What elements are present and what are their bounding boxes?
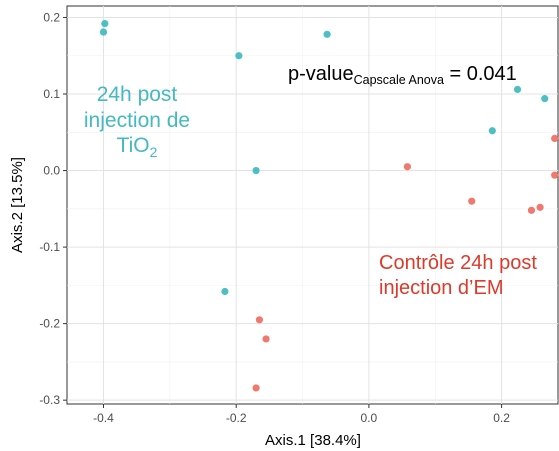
scatter-point xyxy=(252,384,260,392)
scatter-point xyxy=(468,197,476,205)
x-tick-label: -0.2 xyxy=(226,411,247,425)
annotation-tio2-group: 24h post injection de TiO2 xyxy=(72,82,202,161)
annotation-control-line2: injection d’EM xyxy=(379,277,504,299)
x-axis-ticks: -0.4 -0.2 0.0 0.2 xyxy=(93,404,510,425)
grid-major xyxy=(67,6,558,404)
data-points xyxy=(99,20,559,392)
annotation-tio2-line1: 24h post xyxy=(96,83,178,106)
y-tick-label: -0.1 xyxy=(39,240,60,254)
annotation-tio2-formula: TiO xyxy=(116,134,150,158)
annotation-control-line1: Contrôle 24h post xyxy=(379,252,537,274)
grid-minor xyxy=(67,6,558,404)
y-tick-label: 0.0 xyxy=(43,164,60,178)
x-tick-label: 0.0 xyxy=(361,411,378,425)
annotation-tio2-subscript: 2 xyxy=(149,144,158,161)
x-tick-label: 0.2 xyxy=(493,411,510,425)
scatter-point xyxy=(323,30,331,38)
scatter-point xyxy=(488,127,496,135)
annotation-tio2-line3: TiO2 xyxy=(72,133,202,161)
y-axis-ticks: -0.3 -0.2 -0.1 0.0 0.1 0.2 xyxy=(39,10,67,407)
pvalue-value: = 0.041 xyxy=(443,63,517,85)
scatter-point xyxy=(101,20,109,28)
scatter-point xyxy=(527,206,536,214)
scatter-point xyxy=(513,85,522,94)
y-tick-label: -0.3 xyxy=(39,393,60,407)
scatter-point xyxy=(252,166,260,175)
pvalue-prefix: p-value xyxy=(288,63,354,85)
annotation-tio2-line2: injection de xyxy=(83,108,191,132)
scatter-point xyxy=(551,171,559,179)
y-tick-label: 0.1 xyxy=(43,87,60,101)
scatter-point xyxy=(99,28,108,36)
y-tick-label: 0.2 xyxy=(43,10,60,24)
annotation-control-group: Contrôle 24h post injection d’EM xyxy=(379,251,537,301)
x-axis-label: Axis.1 [38.4%] xyxy=(265,432,361,449)
scatter-point xyxy=(262,335,270,343)
scatter-point xyxy=(536,203,544,211)
scatter-point xyxy=(221,287,229,296)
scatter-point xyxy=(541,95,549,103)
plot-panel xyxy=(66,5,559,405)
annotation-pvalue: p-valueCapscale Anova = 0.041 xyxy=(288,62,517,88)
pvalue-subscript: Capscale Anova xyxy=(353,73,444,87)
y-tick-label: -0.2 xyxy=(39,317,60,331)
x-tick-label: -0.4 xyxy=(93,411,114,425)
scatter-point xyxy=(235,52,243,60)
y-axis-label: Axis.2 [13.5%] xyxy=(9,157,26,253)
scatter-point xyxy=(255,316,264,324)
scatter-point xyxy=(551,134,559,143)
scatter-point xyxy=(403,163,411,171)
